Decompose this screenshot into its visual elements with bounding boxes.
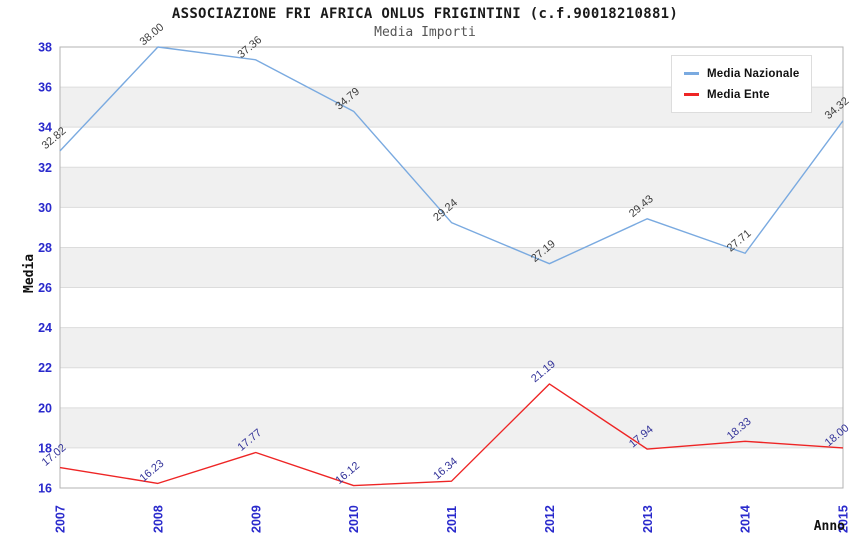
x-tick-label: 2013 bbox=[641, 505, 655, 533]
y-tick-label: 28 bbox=[38, 241, 52, 255]
y-tick-label: 18 bbox=[38, 441, 52, 455]
x-tick-label: 2007 bbox=[54, 505, 68, 533]
chart-title: ASSOCIAZIONE FRI AFRICA ONLUS FRIGINTINI… bbox=[171, 6, 679, 22]
x-tick-label: 2012 bbox=[543, 505, 557, 533]
y-axis-title: Media bbox=[22, 253, 37, 293]
y-tick-label: 22 bbox=[38, 361, 52, 375]
y-tick-label: 34 bbox=[38, 121, 52, 135]
grid-band bbox=[60, 327, 843, 368]
y-tick-label: 24 bbox=[38, 321, 52, 335]
x-axis-title: Anno bbox=[813, 519, 845, 534]
x-tick-label: 2014 bbox=[739, 505, 753, 533]
plot-border bbox=[59, 46, 844, 489]
legend-swatch-media-ente-icon bbox=[684, 93, 699, 96]
y-tick-label: 38 bbox=[38, 41, 52, 55]
data-label-media-nazionale: 38.00 bbox=[138, 21, 167, 48]
y-tick-label: 36 bbox=[38, 81, 52, 95]
data-label-media-ente: 16.34 bbox=[431, 455, 460, 482]
data-label-media-ente: 16.23 bbox=[138, 458, 167, 485]
grid-band bbox=[60, 167, 843, 208]
y-tick-label: 20 bbox=[38, 401, 52, 415]
y-tick-label: 26 bbox=[38, 281, 52, 295]
x-tick-label: 2011 bbox=[445, 506, 459, 533]
grid-band bbox=[60, 407, 843, 448]
data-label-media-nazionale: 37.36 bbox=[235, 34, 264, 61]
legend: Media Nazionale Media Ente bbox=[671, 55, 812, 113]
legend-item-media-ente: Media Ente bbox=[684, 84, 801, 105]
series-line-media-ente bbox=[59, 383, 844, 487]
legend-label-media-nazionale: Media Nazionale bbox=[707, 67, 800, 80]
series-line-media-nazionale bbox=[59, 46, 844, 265]
legend-swatch-media-nazionale-icon bbox=[684, 72, 699, 75]
legend-label-media-ente: Media Ente bbox=[707, 88, 770, 101]
data-label-media-ente: 16.12 bbox=[333, 460, 362, 487]
legend-item-media-nazionale: Media Nazionale bbox=[684, 63, 801, 84]
y-tick-label: 16 bbox=[38, 482, 52, 496]
y-tick-label: 30 bbox=[38, 201, 52, 215]
x-tick-label: 2010 bbox=[347, 505, 361, 533]
x-tick-label: 2008 bbox=[151, 505, 165, 533]
x-tick-label: 2015 bbox=[837, 505, 850, 533]
chart-subtitle: Media Importi bbox=[374, 25, 476, 40]
grid-band bbox=[60, 247, 843, 288]
x-tick-label: 2009 bbox=[249, 505, 263, 533]
y-tick-label: 32 bbox=[38, 161, 52, 175]
